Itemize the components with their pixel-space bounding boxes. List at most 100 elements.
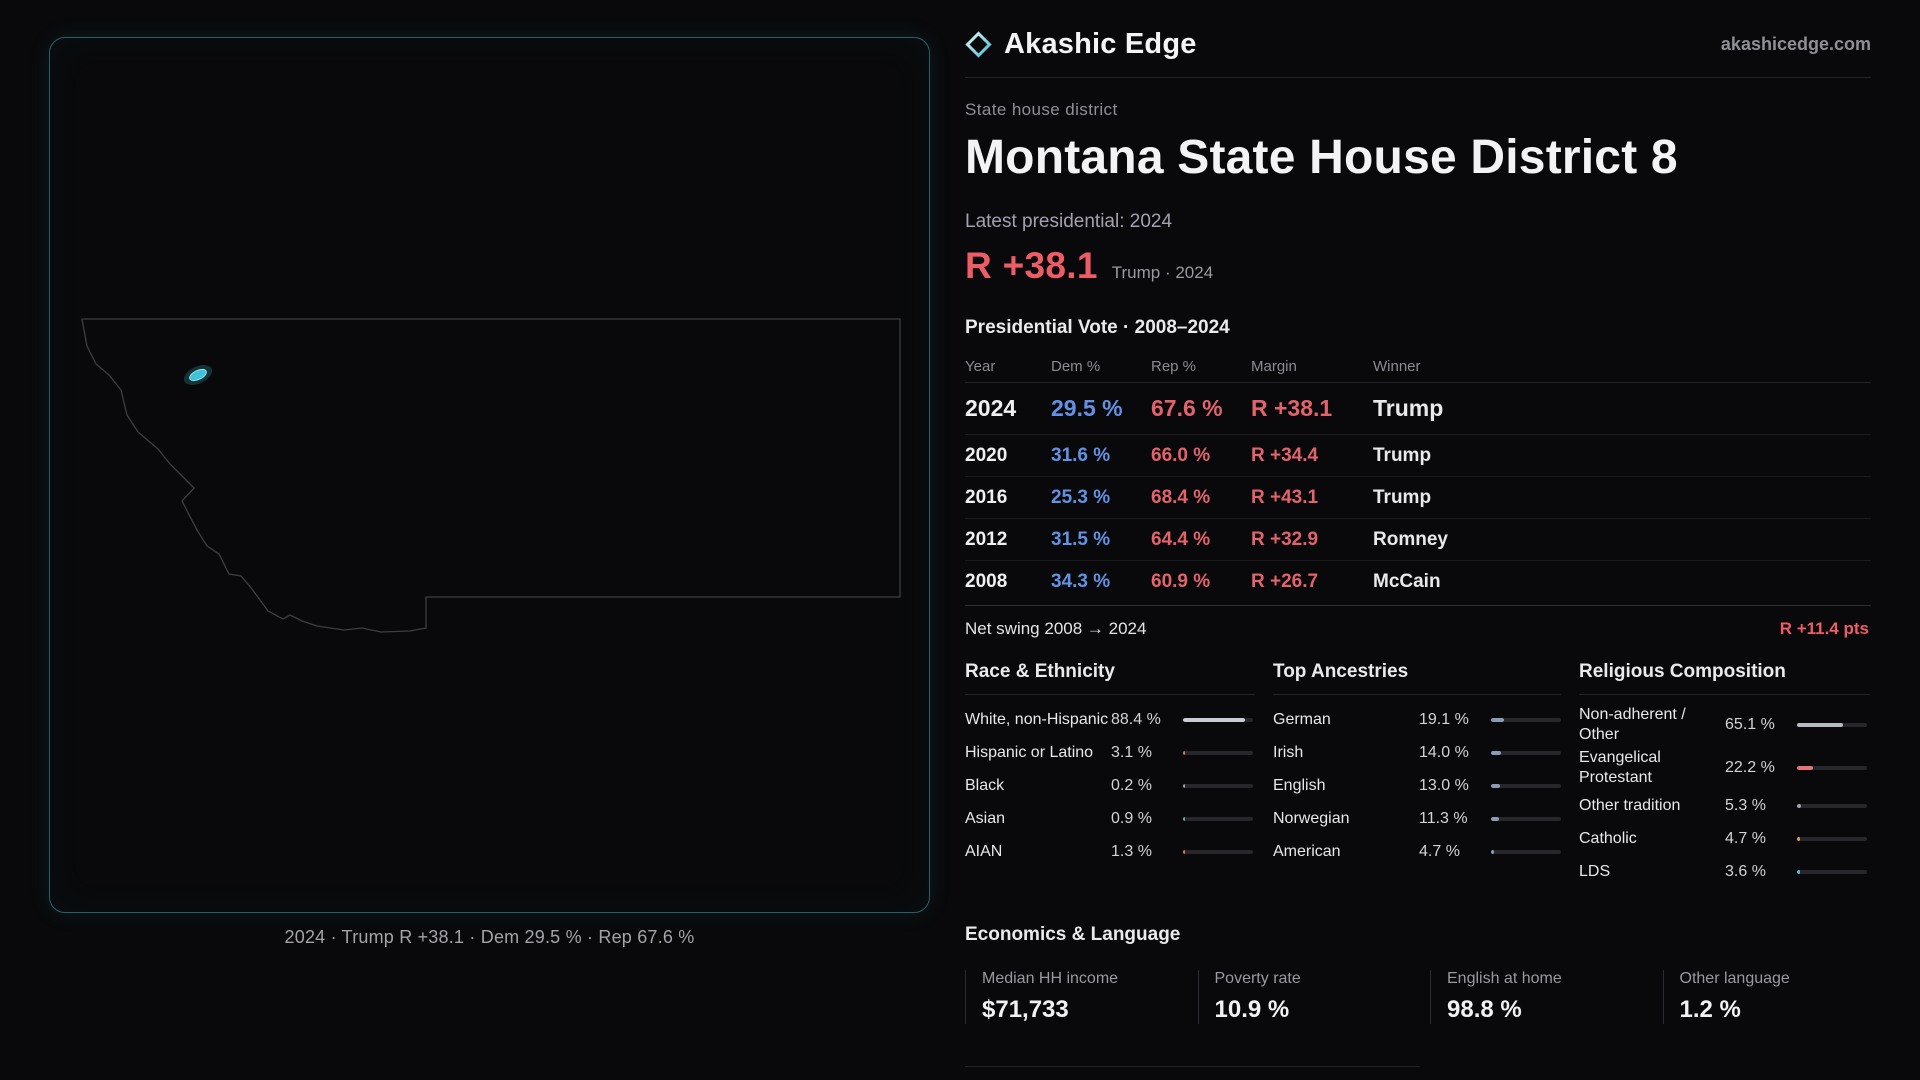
econ-stat-label: Other language [1679, 970, 1790, 988]
stat-value: 88.4 % [1111, 710, 1161, 728]
stat-row: Asian 0.9 % [965, 802, 1255, 835]
stat-bar [1797, 765, 1867, 770]
cell-rep: 60.9 % [1151, 571, 1211, 592]
cell-dem: 31.5 % [1051, 528, 1111, 550]
stat-value: 0.2 % [1111, 776, 1152, 794]
cell-winner: Romney [1373, 528, 1448, 550]
stat-value: 3.1 % [1111, 743, 1152, 761]
ancestries-title: Top Ancestries [1273, 661, 1561, 695]
stat-row: Norwegian 11.3 % [1273, 802, 1561, 835]
stat-bar [1183, 849, 1253, 854]
net-swing-value: R +11.4 pts [1779, 619, 1869, 638]
econ-stat-value: $71,733 [982, 996, 1069, 1024]
cell-rep: 68.4 % [1151, 486, 1211, 508]
net-swing-label: Net swing 2008 → 2024 [965, 619, 1147, 638]
stat-label: Norwegian [1273, 809, 1350, 827]
stat-value: 1.3 % [1111, 842, 1152, 860]
montana-outline-map [81, 318, 901, 633]
stat-bar [1797, 803, 1867, 808]
stat-bar-fill [1797, 765, 1813, 770]
cell-year: 2024 [965, 395, 1017, 421]
stat-bar [1183, 816, 1253, 821]
district-marker[interactable] [181, 361, 215, 389]
cell-dem: 34.3 % [1051, 571, 1111, 592]
stat-bar-fill [1183, 816, 1185, 821]
econ-stat-english-at-home: English at home 98.8 % [1430, 970, 1639, 1025]
stat-bar [1183, 717, 1253, 722]
table-row-2008: 2008 34.3 % 60.9 % R +26.7 McCain [965, 561, 1871, 603]
cell-rep: 64.4 % [1151, 528, 1211, 550]
econ-stat-label: Poverty rate [1214, 970, 1301, 988]
diamond-logo-icon [965, 31, 992, 58]
stat-bar-fill [1491, 717, 1505, 722]
economics-stats: Median HH income $71,733 Poverty rate 10… [965, 970, 1872, 1025]
brand: Akashic Edge [965, 28, 1197, 61]
stat-bar-fill [1797, 836, 1801, 841]
econ-stat-value: 1.2 % [1679, 996, 1741, 1024]
cell-winner: Trump [1373, 444, 1432, 466]
stat-label: Irish [1273, 743, 1304, 761]
stat-label: German [1273, 710, 1331, 728]
stat-row: Other tradition 5.3 % [1579, 789, 1870, 822]
cell-margin: R +43.1 [1251, 486, 1319, 508]
stat-value: 13.0 % [1419, 776, 1469, 794]
stat-label: Catholic [1579, 829, 1637, 847]
stat-row: Irish 14.0 % [1273, 736, 1561, 769]
stat-bar [1183, 750, 1253, 755]
headline-margin-context: Trump · 2024 [1111, 263, 1214, 282]
stat-bar [1491, 816, 1561, 821]
stat-value: 14.0 % [1419, 743, 1469, 761]
cell-rep: 66.0 % [1151, 444, 1211, 466]
race-title: Race & Ethnicity [965, 661, 1255, 695]
stat-bar-fill [1491, 849, 1495, 854]
econ-stat-label: Median HH income [982, 970, 1119, 988]
map-caption: 2024 · Trump R +38.1 · Dem 29.5 % · Rep … [284, 927, 695, 947]
stat-label: White, non-Hispanic [965, 710, 1109, 728]
col-header-year: Year [965, 358, 996, 375]
stat-label: Non-adherent / Other [1579, 706, 1686, 743]
app-header: Akashic Edge akashicedge.com [965, 28, 1871, 78]
stat-bar-fill [1491, 816, 1499, 821]
cell-margin: R +26.7 [1251, 571, 1319, 592]
stat-bar [1797, 869, 1867, 874]
stat-value: 4.7 % [1725, 829, 1766, 847]
stat-label: Evangelical Protestant [1579, 749, 1661, 786]
cell-winner: McCain [1373, 571, 1441, 592]
stat-row: Black 0.2 % [965, 769, 1255, 802]
stat-value: 19.1 % [1419, 710, 1469, 728]
econ-stat-poverty-rate: Poverty rate 10.9 % [1197, 970, 1407, 1025]
headline-margin: R +38.1 Trump · 2024 [965, 245, 1871, 287]
stat-label: AIAN [965, 842, 1003, 860]
stat-label: English [1273, 776, 1326, 794]
demographics-section: Race & Ethnicity White, non-Hispanic 88.… [965, 661, 1871, 888]
stat-row: German 19.1 % [1273, 703, 1561, 736]
table-row-2024: 2024 29.5 % 67.6 % R +38.1 Trump [965, 383, 1871, 435]
stat-bar-fill [1491, 783, 1501, 788]
stat-bar-fill [1183, 783, 1185, 788]
econ-stat-other-language: Other language 1.2 % [1662, 970, 1872, 1025]
cell-winner: Trump [1373, 486, 1432, 508]
cell-year: 2020 [965, 444, 1008, 466]
stat-bar [1183, 783, 1253, 788]
col-header-dem: Dem % [1051, 358, 1101, 375]
stat-bar [1797, 722, 1867, 727]
stat-label: Asian [965, 809, 1006, 827]
stat-bar-fill [1183, 717, 1245, 722]
stat-value: 4.7 % [1419, 842, 1460, 860]
table-row-2012: 2012 31.5 % 64.4 % R +32.9 Romney [965, 519, 1871, 561]
cell-margin: R +38.1 [1251, 395, 1333, 421]
stat-label: LDS [1579, 862, 1611, 880]
cell-year: 2016 [965, 486, 1008, 508]
religion-title: Religious Composition [1579, 661, 1870, 695]
stat-bar-fill [1183, 849, 1185, 854]
stat-row: American 4.7 % [1273, 835, 1561, 868]
brand-name: Akashic Edge [1004, 28, 1197, 60]
stat-value: 65.1 % [1725, 715, 1775, 733]
site-link[interactable]: akashicedge.com [1720, 34, 1871, 54]
stat-bar-fill [1797, 803, 1801, 808]
cell-margin: R +34.4 [1251, 444, 1319, 466]
stat-bar-fill [1491, 750, 1501, 755]
econ-stat-value: 10.9 % [1214, 996, 1290, 1024]
table-row-2020: 2020 31.6 % 66.0 % R +34.4 Trump [965, 435, 1871, 477]
race-ethnicity-column: Race & Ethnicity White, non-Hispanic 88.… [965, 661, 1255, 888]
